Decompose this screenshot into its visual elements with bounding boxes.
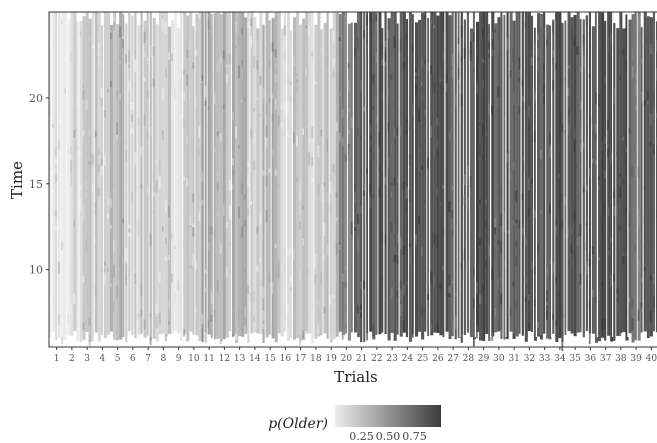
x-tick-label: 2	[69, 354, 75, 364]
x-tick-label: 5	[115, 354, 121, 364]
x-tick-label: 15	[264, 354, 276, 364]
legend-title: p(Older)	[268, 416, 328, 432]
x-tick-label: 17	[295, 354, 307, 364]
trial-column-16	[277, 12, 293, 341]
x-tick-label: 40	[646, 354, 657, 364]
trial-column-22	[369, 12, 385, 340]
legend-tick-label: 0.25	[349, 430, 374, 443]
x-tick-label: 32	[524, 354, 535, 364]
trial-column-6	[125, 12, 141, 343]
trial-column-28	[460, 12, 476, 347]
x-tick-label: 21	[356, 354, 367, 364]
x-tick-label: 4	[100, 354, 106, 364]
trial-column-25	[415, 12, 431, 340]
trial-column-34	[552, 12, 568, 351]
x-tick-label: 10	[188, 354, 200, 364]
trial-column-21	[354, 12, 370, 343]
trial-column-32	[521, 12, 537, 342]
trial-column-10	[186, 12, 202, 342]
x-tick-label: 18	[310, 354, 322, 364]
y-tick-label: 15	[29, 178, 43, 191]
trial-column-35	[567, 12, 583, 337]
x-tick-label: 3	[84, 354, 90, 364]
trial-column-29	[476, 12, 492, 341]
x-tick-label: 24	[402, 354, 414, 364]
x-tick-label: 28	[463, 354, 475, 364]
y-axis-title: Time	[8, 161, 26, 199]
trial-column-17	[293, 12, 309, 346]
x-tick-label: 27	[447, 354, 459, 364]
trial-column-37	[598, 12, 614, 342]
x-axis-title: Trials	[334, 368, 377, 386]
x-tick-label: 6	[130, 354, 136, 364]
x-tick-label: 39	[630, 354, 642, 364]
plot-frame	[48, 11, 657, 348]
trial-column-9	[171, 12, 187, 341]
trial-column-7	[140, 12, 156, 345]
x-tick-label: 38	[615, 354, 627, 364]
x-tick-label: 31	[508, 354, 519, 364]
trial-column-14	[247, 12, 263, 343]
x-tick-label: 26	[432, 354, 444, 364]
trial-column-15	[262, 12, 278, 344]
x-tick-label: 19	[325, 354, 337, 364]
trial-column-23	[384, 12, 400, 341]
trial-column-2	[64, 12, 79, 341]
x-tick-label: 29	[478, 354, 490, 364]
trial-column-40	[643, 12, 657, 339]
y-axis: 10 15 20	[29, 92, 49, 277]
trial-column-19	[323, 12, 339, 343]
x-tick-label: 35	[569, 354, 581, 364]
trial-column-5	[110, 12, 125, 341]
x-tick-label: 25	[417, 354, 429, 364]
trial-column-36	[582, 12, 598, 345]
y-tick-label: 10	[29, 264, 43, 277]
trial-column-27	[445, 12, 461, 340]
x-tick-label: 22	[371, 354, 382, 364]
trial-column-13	[232, 12, 248, 343]
trial-column-30	[491, 12, 507, 341]
trial-column-26	[430, 12, 446, 338]
trial-column-20	[338, 12, 354, 341]
x-tick-label: 7	[145, 354, 151, 364]
x-tick-label: 9	[176, 354, 182, 364]
legend-color-bar	[335, 405, 441, 427]
x-tick-label: 23	[386, 354, 398, 364]
trial-column-18	[308, 12, 323, 343]
x-tick-label: 1	[54, 354, 60, 364]
trial-column-12	[216, 12, 232, 344]
trial-column-39	[628, 12, 644, 343]
x-tick-label: 12	[219, 354, 230, 364]
trial-column-4	[94, 12, 110, 342]
trial-column-3	[79, 12, 94, 346]
legend-tick-label: 0.50	[376, 430, 401, 443]
trial-column-31	[506, 12, 522, 340]
x-tick-label: 34	[554, 354, 566, 364]
x-tick-label: 16	[280, 354, 292, 364]
y-tick-label: 20	[29, 92, 43, 105]
legend-tick-label: 0.75	[402, 430, 427, 443]
x-tick-label: 33	[539, 354, 551, 364]
trial-column-11	[201, 12, 217, 344]
trial-column-38	[613, 12, 629, 341]
x-tick-label: 36	[585, 354, 597, 364]
x-tick-label: 37	[600, 354, 612, 364]
x-tick-label: 8	[161, 354, 167, 364]
x-tick-label: 13	[234, 354, 246, 364]
x-tick-label: 30	[493, 354, 505, 364]
trial-column-1	[49, 12, 65, 345]
x-tick-label: 14	[249, 354, 261, 364]
plot-area	[49, 12, 657, 351]
x-tick-label: 11	[203, 354, 214, 364]
x-tick-label: 20	[341, 354, 353, 364]
trial-column-33	[537, 12, 553, 340]
x-axis: 1 2 3 4 5 6 7 8 9 10 11 12 13 14 15 16 17 18 19 20 21 22 23 24 2…	[54, 347, 657, 364]
trial-column-8	[155, 12, 171, 342]
color-legend: p(Older) 0.25 0.50 0.75	[268, 405, 441, 443]
trial-column-24	[399, 12, 415, 342]
